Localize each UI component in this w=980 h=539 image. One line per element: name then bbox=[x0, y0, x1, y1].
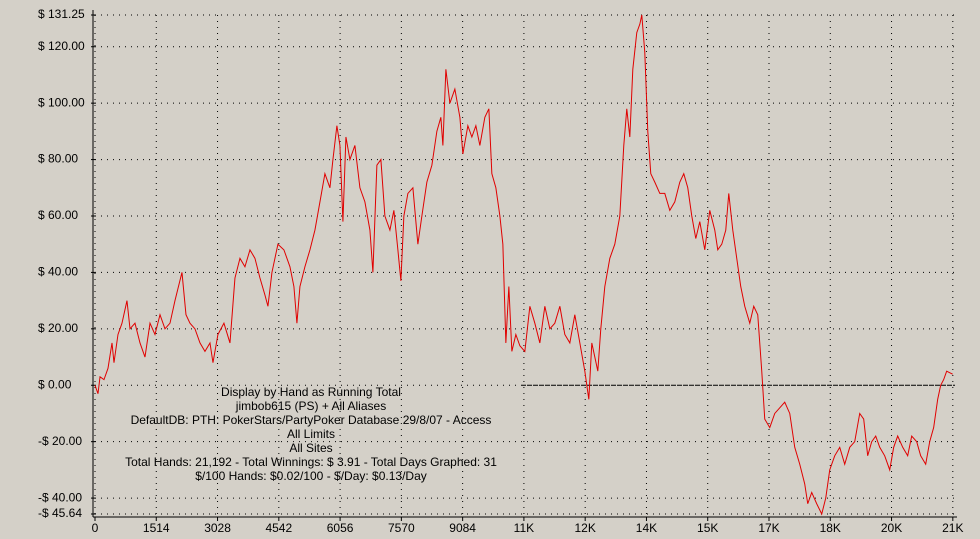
y-tick-label: $ 0.00 bbox=[38, 377, 72, 391]
line-series bbox=[94, 14, 953, 516]
x-tick-label: 0 bbox=[92, 521, 99, 535]
y-tick-label: $ 40.00 bbox=[38, 265, 78, 279]
x-tick-label: 4542 bbox=[265, 521, 292, 535]
y-tick-label: -$ 45.64 bbox=[38, 506, 82, 520]
x-tick-label: 6056 bbox=[327, 521, 354, 535]
x-tick-label: 3028 bbox=[204, 521, 231, 535]
y-tick-label: $ 100.00 bbox=[38, 95, 85, 109]
x-tick-label: 9084 bbox=[449, 521, 476, 535]
annotation: All Sites bbox=[289, 441, 332, 455]
y-tick-label: -$ 40.00 bbox=[38, 490, 82, 504]
x-tick-label: 7570 bbox=[388, 521, 415, 535]
y-tick-label: -$ 20.00 bbox=[38, 434, 82, 448]
x-tick-label: 11K bbox=[514, 521, 534, 535]
annotation: Display by Hand as Running Total bbox=[221, 385, 401, 399]
x-tick-label: 20K bbox=[881, 521, 902, 535]
x-tick-label: 1514 bbox=[143, 521, 170, 535]
annotation: DefaultDB: PTH: PokerStars/PartyPoker Da… bbox=[131, 413, 492, 427]
y-tick-label: $ 60.00 bbox=[38, 208, 78, 222]
annotation: $/100 Hands: $0.02/100 - $/Day: $0.13/Da… bbox=[195, 469, 427, 483]
annotation: jimbob615 (PS) + All Aliases bbox=[235, 399, 386, 413]
y-tick-label: $ 120.00 bbox=[38, 39, 85, 53]
annotation: All Limits bbox=[287, 427, 335, 441]
x-tick-label: 18K bbox=[820, 521, 841, 535]
x-tick-label: 12K bbox=[575, 521, 596, 535]
y-tick-label: $ 80.00 bbox=[38, 152, 78, 166]
y-tick-label: $ 131.25 bbox=[38, 7, 85, 21]
annotation: Total Hands: 21,192 - Total Winnings: $ … bbox=[125, 455, 497, 469]
x-tick-label: 17K bbox=[758, 521, 779, 535]
y-tick-label: $ 20.00 bbox=[38, 321, 78, 335]
x-tick-label: 14K bbox=[636, 521, 657, 535]
x-tick-label: 15K bbox=[697, 521, 718, 535]
x-tick-label: 21K bbox=[942, 521, 963, 535]
